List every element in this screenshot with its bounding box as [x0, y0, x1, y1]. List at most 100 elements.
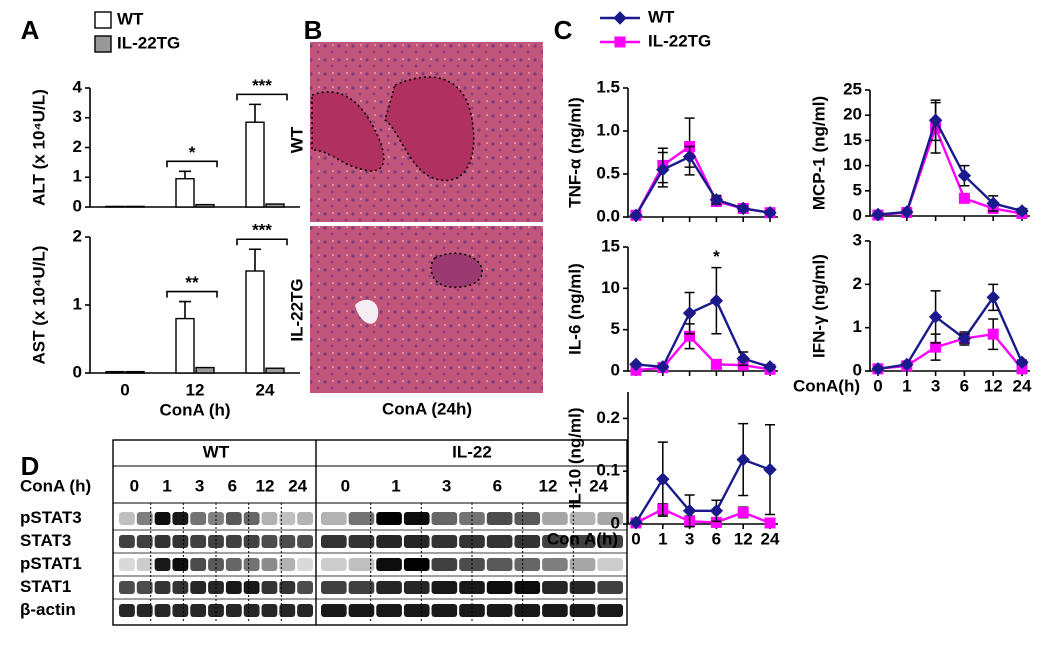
- y-tick-label: 15: [601, 236, 620, 255]
- y-tick-label: 20: [843, 105, 862, 124]
- axis-line: [89, 237, 300, 374]
- blot-band: [459, 535, 485, 548]
- significance-label: *: [713, 247, 720, 266]
- blot-band: [486, 512, 513, 525]
- y-tick-label: 0: [73, 196, 82, 215]
- y-tick-label: 3: [853, 230, 862, 249]
- blot-band: [431, 558, 458, 571]
- marker: [629, 208, 643, 222]
- marker: [682, 504, 697, 518]
- blot-band: [431, 604, 458, 617]
- y-tick-label: 25: [843, 79, 862, 98]
- significance-label: ***: [252, 221, 272, 240]
- marker: [709, 294, 724, 308]
- marker: [957, 168, 972, 183]
- blot-band: [119, 581, 135, 594]
- y-axis-label: AST (x 10⁴U/L): [29, 246, 48, 365]
- lesion-outline: [311, 76, 475, 182]
- y-tick-label: 10: [843, 155, 862, 174]
- y-tick-label: 1: [73, 167, 82, 186]
- blot-band: [279, 558, 296, 571]
- blot-band: [225, 512, 242, 525]
- blot-band: [136, 535, 153, 548]
- marker: [871, 207, 885, 222]
- y-tick-label: 0.5: [596, 163, 620, 182]
- bar: [265, 203, 285, 208]
- marker: [656, 472, 670, 486]
- blot-band: [348, 581, 375, 594]
- blot-band: [514, 604, 541, 617]
- blot-band: [542, 604, 568, 617]
- marker: [958, 192, 970, 204]
- marker: [986, 290, 1000, 305]
- x-tick-label: 0: [631, 529, 640, 548]
- y-tick-label: 0.2: [596, 408, 620, 427]
- blot-band: [569, 558, 596, 571]
- blot-band: [542, 535, 568, 548]
- blot-band: [569, 512, 596, 525]
- blot-row-label: pSTAT1: [20, 554, 82, 573]
- marker: [928, 310, 943, 324]
- panel-letter: D: [21, 451, 40, 481]
- blot-band: [225, 535, 242, 548]
- blot-band: [514, 558, 541, 571]
- blot-band: [321, 512, 347, 525]
- blot-band: [154, 512, 171, 525]
- x-tick-label: 12: [734, 529, 753, 548]
- blot-frame: [112, 439, 628, 626]
- bar: [125, 370, 145, 374]
- blot-band: [119, 604, 135, 617]
- blot-band: [431, 581, 458, 594]
- x-tick-label: 0: [120, 380, 129, 399]
- y-tick-label: 5: [611, 319, 620, 338]
- blot-band: [348, 604, 375, 617]
- blot-band: [172, 604, 189, 617]
- blot-band: [261, 512, 278, 525]
- blot-band: [261, 604, 278, 617]
- blot-band: [119, 512, 135, 525]
- marker: [656, 360, 670, 374]
- y-axis-label: IL-10 (ng/ml): [565, 407, 584, 508]
- blot-time: 12: [539, 476, 558, 495]
- x-tick-label: 3: [685, 529, 694, 548]
- y-tick-label: 1: [853, 317, 862, 336]
- blot-time: 3: [195, 476, 204, 495]
- blot-band: [376, 535, 402, 548]
- error-bar: [249, 103, 261, 123]
- legend-swatch: [94, 11, 112, 29]
- blot-band: [136, 604, 153, 617]
- blot-band: [459, 512, 485, 525]
- blot-band: [348, 535, 375, 548]
- y-tick-label: 0: [853, 360, 862, 379]
- blot-band: [261, 581, 278, 594]
- blot-band: [154, 604, 171, 617]
- legend-label: IL-22TG: [117, 33, 180, 52]
- significance-bracket: [236, 238, 288, 246]
- marker: [1015, 355, 1029, 370]
- blot-band: [486, 558, 513, 571]
- blot-time: 6: [228, 476, 237, 495]
- y-axis-label: TNF-α (ng/ml): [565, 97, 584, 208]
- blot-band: [172, 535, 189, 548]
- blot-time: 1: [391, 476, 400, 495]
- blot-band: [208, 604, 224, 617]
- blot-band: [403, 512, 430, 525]
- y-tick-label: 2: [73, 226, 82, 245]
- blot-band: [154, 535, 171, 548]
- marker: [709, 504, 724, 518]
- blot-band: [597, 604, 623, 617]
- blot-band: [321, 604, 347, 617]
- y-tick-label: 3: [73, 107, 82, 126]
- y-tick-label: 15: [843, 130, 862, 149]
- y-axis-label: ALT (x 10⁴U/L): [29, 89, 48, 206]
- series-line: [877, 294, 1024, 371]
- blot-band: [321, 535, 347, 548]
- blot-band: [279, 604, 296, 617]
- y-tick-label: 0: [73, 362, 82, 381]
- bar: [245, 121, 265, 208]
- blot-band: [243, 558, 260, 571]
- panel-letter: B: [304, 15, 323, 45]
- marker: [764, 517, 776, 529]
- marker: [682, 306, 697, 320]
- blot-band: [403, 604, 430, 617]
